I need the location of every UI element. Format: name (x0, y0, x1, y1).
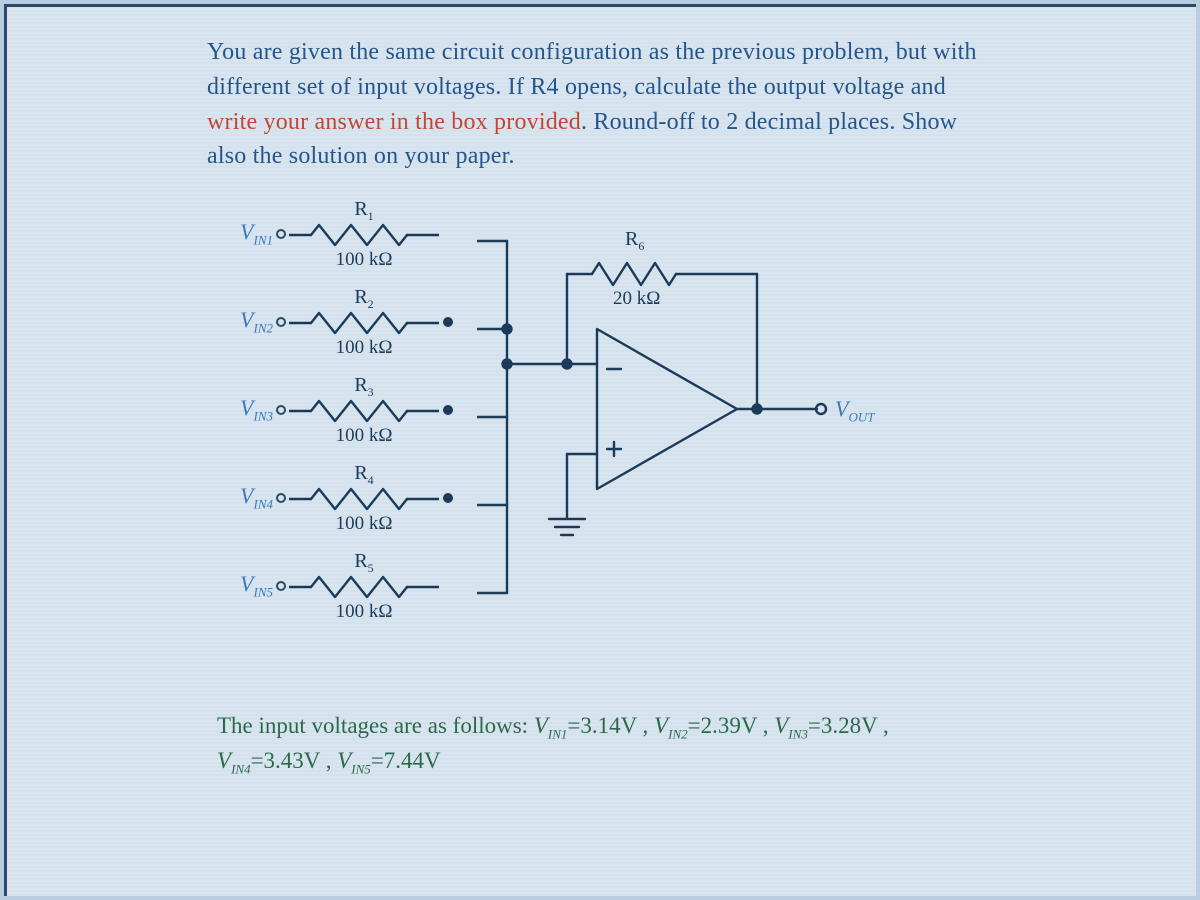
resistor-value: 100 kΩ (289, 602, 439, 621)
resistor-name: R5 (289, 551, 439, 574)
problem-line2: different set of input voltages. If R4 o… (207, 74, 946, 100)
resistor-r3: R3 100 kΩ (289, 375, 439, 445)
resistor-icon (289, 310, 439, 336)
terminal-icon (276, 581, 286, 591)
input-row-in1: VIN1 R1 100 kΩ (217, 199, 439, 269)
terminal-icon (276, 229, 286, 239)
opamp-wiring (477, 199, 897, 659)
vin-label-in2: VIN2 (217, 307, 273, 336)
input-row-in4: VIN4 R4 100 kΩ (217, 463, 453, 533)
resistor-icon (289, 486, 439, 512)
r6-value: 20 kΩ (613, 289, 660, 308)
resistor-value: 100 kΩ (289, 250, 439, 269)
resistor-name: R3 (289, 375, 439, 398)
resistor-r4: R4 100 kΩ (289, 463, 439, 533)
resistor-value: 100 kΩ (289, 514, 439, 533)
node-dot (443, 493, 453, 503)
node-dot (443, 405, 453, 415)
input-voltages-text: The input voltages are as follows: VIN1=… (207, 709, 1136, 779)
resistor-r2: R2 100 kΩ (289, 287, 439, 357)
resistor-r5: R5 100 kΩ (289, 551, 439, 621)
vout-label: VOUT (835, 396, 874, 425)
r6-name: R6 (625, 229, 644, 252)
circuit-diagram: VIN1R1100 kΩVIN2R2100 kΩVIN3R3100 kΩVIN4… (217, 199, 1136, 699)
terminal-icon (276, 493, 286, 503)
resistor-r1: R1 100 kΩ (289, 199, 439, 269)
problem-text: You are given the same circuit configura… (207, 35, 1136, 174)
resistor-icon (289, 222, 439, 248)
resistor-name: R1 (289, 199, 439, 222)
terminal-icon (276, 317, 286, 327)
problem-line4: also the solution on your paper. (207, 143, 515, 169)
problem-line3-rest: . Round-off to 2 decimal places. Show (581, 109, 957, 135)
input-row-in3: VIN3 R3 100 kΩ (217, 375, 453, 445)
input-row-in2: VIN2 R2 100 kΩ (217, 287, 453, 357)
resistor-value: 100 kΩ (289, 426, 439, 445)
terminal-icon (276, 405, 286, 415)
resistor-icon (289, 398, 439, 424)
resistor-name: R4 (289, 463, 439, 486)
node-dot (443, 317, 453, 327)
problem-highlight: write your answer in the box provided (207, 109, 581, 135)
resistor-name: R2 (289, 287, 439, 310)
footer-prefix: The input voltages are as follows: (217, 713, 534, 738)
problem-line1: You are given the same circuit configura… (207, 39, 977, 65)
vin-label-in5: VIN5 (217, 571, 273, 600)
vin-label-in4: VIN4 (217, 483, 273, 512)
vin-label-in1: VIN1 (217, 219, 273, 248)
vin-label-in3: VIN3 (217, 395, 273, 424)
input-row-in5: VIN5 R5 100 kΩ (217, 551, 439, 621)
resistor-value: 100 kΩ (289, 338, 439, 357)
resistor-icon (289, 574, 439, 600)
